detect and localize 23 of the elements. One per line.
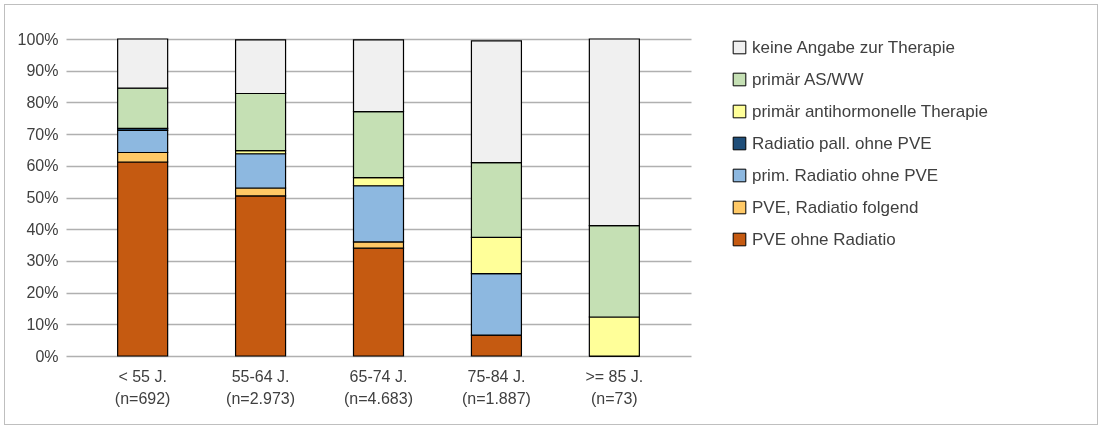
y-tick-label: 70% — [26, 125, 59, 143]
y-tick-label: 60% — [26, 157, 59, 175]
y-tick-label: 20% — [26, 284, 59, 302]
y-tick-label: 100% — [17, 30, 59, 48]
x-tick-label: 75-84 J. (n=1.887) — [461, 367, 531, 407]
legend-label: primär AS/WW — [752, 69, 864, 89]
legend-label: Radiatio pall. ohne PVE — [752, 133, 932, 153]
legend-label: primär antihormonelle Therapie — [752, 101, 988, 121]
x-tick-label: < 55 J. (n=692) — [114, 367, 171, 407]
y-tick-label: 30% — [26, 252, 59, 270]
legend-label: prim. Radiatio ohne PVE — [752, 165, 939, 185]
y-tick-label: 50% — [26, 189, 59, 206]
x-tick-label: >= 85 J. (n=73) — [585, 367, 644, 407]
legend-label: keine Angabe zur Therapie — [752, 37, 955, 57]
y-tick-label: 10% — [26, 315, 59, 333]
legend-label: PVE, Radiatio folgend — [752, 197, 919, 217]
y-tick-label: 90% — [26, 62, 59, 80]
legend-label: PVE ohne Radiatio — [752, 229, 896, 249]
x-tick-label: 55-64 J. (n=2.973) — [226, 367, 296, 407]
y-tick-label: 80% — [26, 93, 59, 111]
y-tick-label: 40% — [26, 220, 59, 238]
x-tick-label: 65-74 J. (n=4.683) — [344, 367, 413, 407]
y-tick-label: 0% — [35, 347, 59, 365]
